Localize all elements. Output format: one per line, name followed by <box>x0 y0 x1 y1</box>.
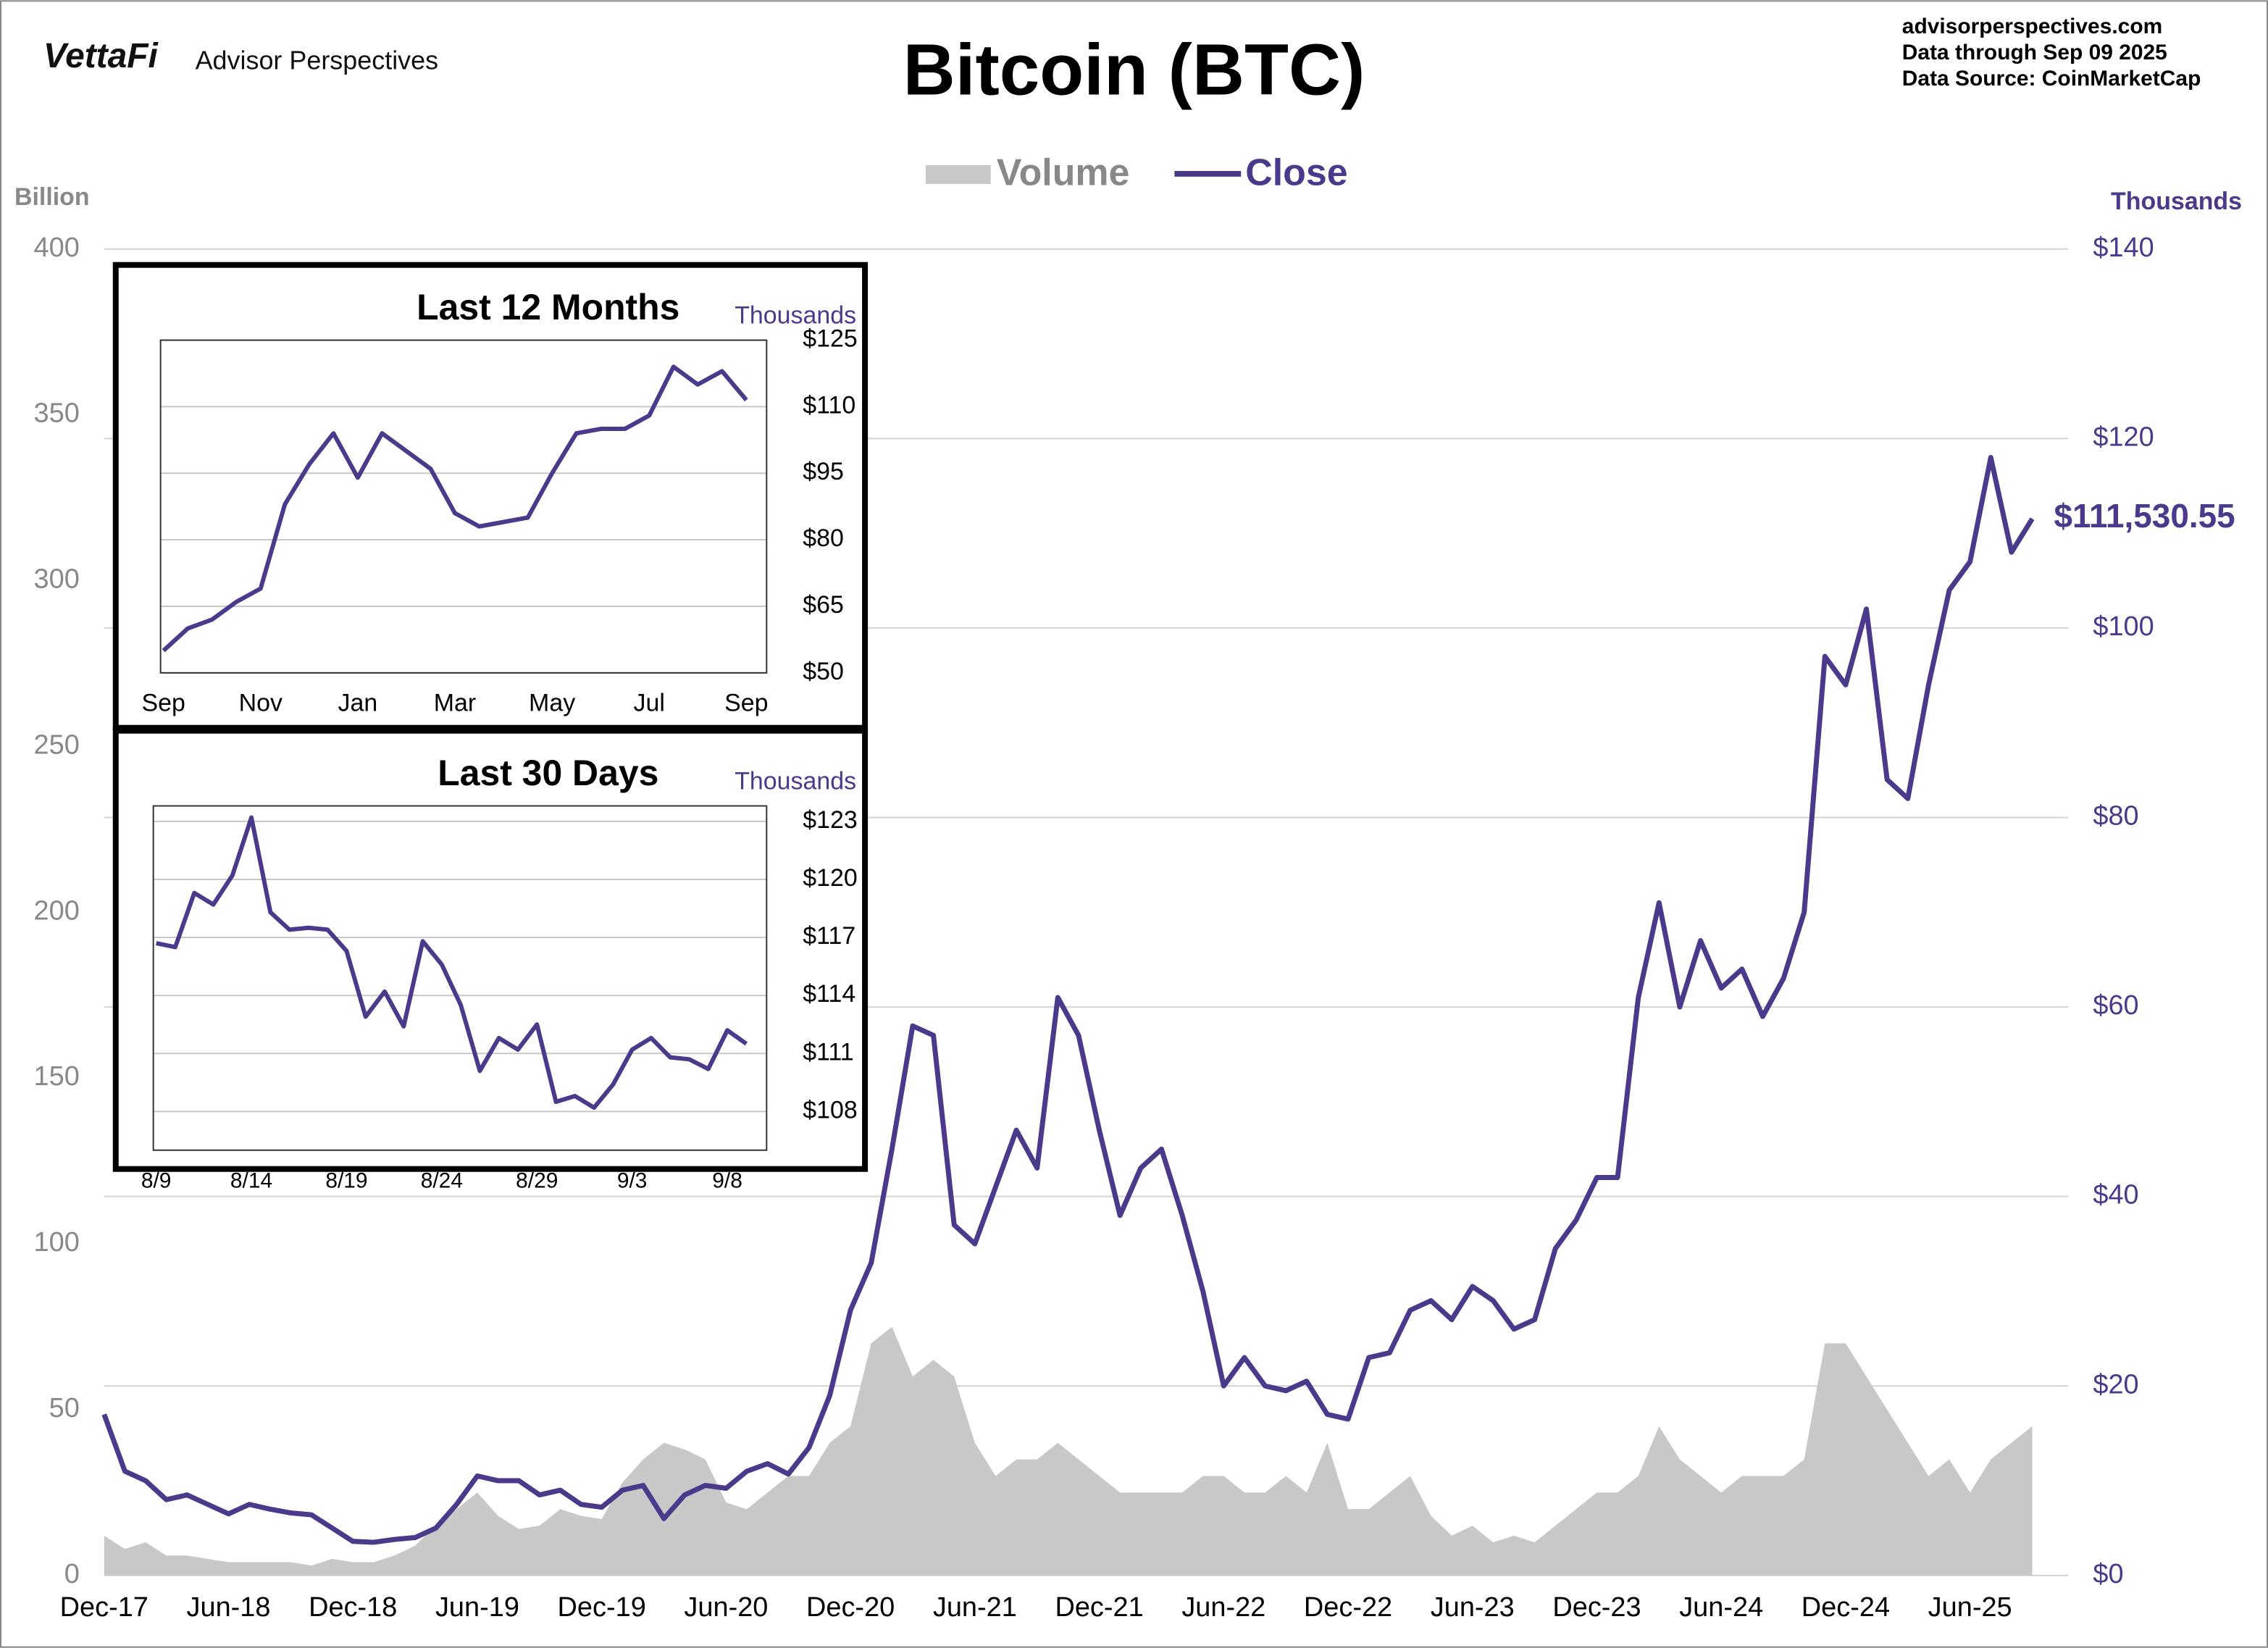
x-tick-label: Dec-17 <box>60 1592 148 1623</box>
x-tick-label: 9/3 <box>617 1169 648 1193</box>
x-tick-label: Jan <box>338 690 378 717</box>
y-tick-label: $111 <box>803 1038 853 1066</box>
x-tick-label: Mar <box>434 690 476 717</box>
logo: VettaFi <box>43 37 159 75</box>
x-tick-label: Dec-20 <box>806 1592 895 1623</box>
y-tick-label: $50 <box>803 658 844 685</box>
x-tick-label: 8/19 <box>325 1169 367 1193</box>
legend-swatch <box>925 164 991 184</box>
y-tick-label: 250 <box>34 729 80 760</box>
y-tick-label: 400 <box>34 233 80 263</box>
inset-frame <box>112 727 869 1172</box>
y-tick-label: $114 <box>803 980 855 1008</box>
y2-axis-title: Thousands <box>2111 188 2242 215</box>
x-tick-label: 9/8 <box>712 1169 742 1193</box>
y-tick-label: $108 <box>803 1096 858 1124</box>
y-axis-title: Thousands <box>735 302 856 330</box>
y-tick-label: $117 <box>803 922 855 950</box>
source-line: advisorperspectives.com <box>1902 14 2162 38</box>
x-tick-label: Jun-21 <box>933 1592 1017 1623</box>
x-tick-label: 8/29 <box>516 1169 558 1193</box>
y-tick-label: 150 <box>34 1061 80 1092</box>
brand: Advisor Perspectives <box>196 46 439 75</box>
x-tick-label: Dec-24 <box>1802 1592 1890 1623</box>
x-tick-label: Jun-22 <box>1181 1592 1265 1623</box>
y-tick-label: 200 <box>34 895 80 926</box>
value-label: $111,530.55 <box>2054 497 2235 535</box>
x-tick-label: May <box>529 690 575 717</box>
source-line: Data Source: CoinMarketCap <box>1902 67 2201 91</box>
x-tick-label: Jun-18 <box>187 1592 271 1623</box>
x-tick-label: Sep <box>141 690 185 717</box>
y-tick-label: 350 <box>34 398 80 429</box>
plot-frame <box>159 339 768 674</box>
y-tick-label: $123 <box>803 806 858 834</box>
plot-frame <box>152 805 768 1151</box>
y2-tick-label: $40 <box>2093 1180 2138 1210</box>
volume-area <box>104 1326 2033 1576</box>
y-tick-label: $80 <box>803 524 844 552</box>
x-tick-label: Dec-22 <box>1304 1592 1392 1623</box>
y-axis-title: Billion <box>14 183 90 211</box>
y2-tick-label: $20 <box>2093 1369 2138 1400</box>
y-tick-label: $65 <box>803 591 844 619</box>
y2-tick-label: $120 <box>2093 422 2154 452</box>
price-line <box>162 364 748 653</box>
close-line <box>101 455 2035 1545</box>
y2-tick-label: $100 <box>2093 611 2154 642</box>
y2-tick-label: $60 <box>2093 990 2138 1021</box>
x-tick-label: Dec-18 <box>309 1592 397 1623</box>
y2-tick-label: $140 <box>2093 233 2154 263</box>
x-tick-label: Jun-24 <box>1679 1592 1763 1623</box>
x-tick-label: 8/9 <box>141 1169 172 1193</box>
inset-frame <box>112 262 869 731</box>
x-tick-label: Dec-21 <box>1055 1592 1143 1623</box>
x-tick-label: Sep <box>724 690 768 717</box>
x-tick-label: 8/14 <box>230 1169 272 1193</box>
x-tick-label: Jun-25 <box>1928 1592 2012 1623</box>
y-tick-label: 100 <box>34 1227 80 1258</box>
x-tick-label: Dec-23 <box>1552 1592 1641 1623</box>
inset-title: Last 12 Months <box>417 287 679 327</box>
y-tick-label: 50 <box>49 1393 80 1423</box>
y-tick-label: $110 <box>803 391 855 419</box>
legend-label: Volume <box>997 152 1130 194</box>
x-tick-label: Jun-20 <box>684 1592 768 1623</box>
source-line: Data through Sep 09 2025 <box>1902 41 2167 64</box>
x-tick-label: Dec-19 <box>558 1592 646 1623</box>
x-tick-label: Nov <box>239 690 283 717</box>
chart-title: Bitcoin (BTC) <box>903 30 1365 111</box>
inset-title: Last 30 Days <box>438 753 658 793</box>
x-tick-label: Jun-19 <box>435 1592 519 1623</box>
y-axis-title: Thousands <box>735 768 856 795</box>
x-tick-label: Jul <box>634 690 665 717</box>
y-tick-label: $95 <box>803 458 844 485</box>
y2-tick-label: $80 <box>2093 801 2138 832</box>
y-tick-label: $125 <box>803 325 858 353</box>
price-line <box>156 815 748 1110</box>
y-tick-label: $120 <box>803 864 858 892</box>
y2-tick-label: $0 <box>2093 1559 2123 1589</box>
x-tick-label: 8/24 <box>421 1169 463 1193</box>
legend-label: Close <box>1245 152 1347 194</box>
y-tick-label: 300 <box>34 564 80 595</box>
x-tick-label: Jun-23 <box>1431 1592 1515 1623</box>
y-tick-label: 0 <box>64 1559 80 1589</box>
